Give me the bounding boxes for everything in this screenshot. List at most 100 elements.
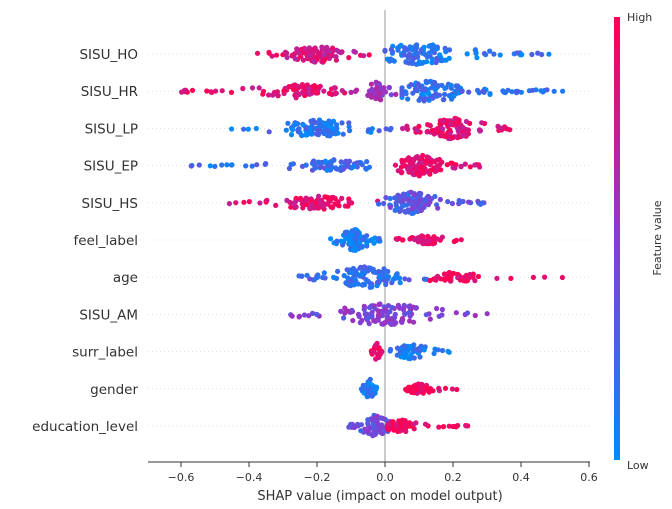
x-tick-label: 0.2	[444, 471, 462, 484]
shap-point	[314, 131, 320, 137]
shap-point	[357, 320, 363, 326]
feature-label: SISU_AM	[79, 307, 138, 323]
shap-point	[392, 162, 399, 168]
shap-point	[530, 274, 537, 280]
colorbar-high-label: High	[627, 11, 652, 24]
shap-point	[301, 90, 307, 96]
shap-point	[409, 169, 415, 175]
shap-point	[376, 235, 382, 242]
x-tick-label: 0.6	[580, 471, 598, 484]
shap-point	[509, 89, 515, 95]
shap-point	[212, 163, 218, 169]
x-tick-label: −0.6	[168, 471, 195, 484]
shap-point	[330, 126, 336, 132]
shap-point	[332, 201, 338, 207]
shap-point	[411, 319, 417, 325]
shap-point	[379, 271, 386, 278]
shap-point	[219, 88, 225, 94]
shap-point	[436, 156, 442, 163]
shap-point	[416, 97, 422, 103]
shap-point	[352, 276, 358, 282]
shap-point	[243, 163, 249, 169]
shap-point	[328, 86, 335, 92]
shap-point	[348, 421, 354, 427]
shap-point	[340, 131, 346, 137]
shap-point	[367, 284, 373, 290]
shap-point	[439, 58, 445, 64]
shap-point	[437, 196, 443, 203]
shap-point	[241, 126, 247, 132]
shap-point	[491, 51, 497, 57]
shap-point	[369, 236, 376, 242]
shap-point	[353, 268, 359, 274]
feature-label: education_level	[32, 419, 138, 435]
shap-point	[410, 384, 416, 390]
shap-point	[321, 270, 327, 276]
shap-point	[398, 194, 404, 200]
shap-point	[427, 385, 433, 392]
shap-point	[439, 312, 445, 318]
shap-point	[438, 167, 444, 173]
shap-point	[472, 47, 478, 53]
shap-point	[435, 347, 441, 353]
shap-point	[318, 164, 324, 170]
shap-point	[349, 307, 355, 313]
shap-point	[378, 415, 384, 421]
shap-point	[321, 88, 327, 94]
shap-point	[446, 423, 452, 429]
feature-label: SISU_HS	[82, 196, 138, 212]
shap-point	[508, 275, 514, 281]
shap-point	[417, 347, 423, 353]
shap-point	[274, 89, 280, 95]
shap-point	[391, 321, 397, 327]
shap-point	[542, 274, 548, 280]
x-tick-label: 0.4	[512, 471, 530, 484]
shap-point	[331, 274, 337, 280]
shap-point	[385, 303, 391, 309]
shap-point	[398, 420, 404, 426]
shap-point	[411, 421, 417, 427]
shap-point	[334, 238, 340, 244]
shap-point	[448, 82, 454, 88]
shap-point	[407, 44, 413, 50]
shap-point	[533, 87, 539, 93]
shap-point	[333, 57, 339, 63]
shap-point	[500, 88, 506, 94]
shap-point	[434, 236, 440, 242]
shap-point	[400, 125, 406, 132]
shap-point	[352, 88, 359, 94]
shap-point	[406, 60, 412, 66]
shap-point	[346, 120, 352, 126]
shap-point	[357, 265, 363, 271]
shap-point	[416, 123, 422, 129]
shap-point	[292, 121, 299, 127]
shap-point	[321, 51, 328, 58]
shap-point	[335, 268, 341, 274]
shap-point	[260, 91, 266, 97]
shap-point	[474, 55, 480, 61]
shap-point	[365, 420, 371, 426]
shap-point	[263, 161, 269, 167]
shap-point	[406, 53, 413, 59]
shap-point	[303, 126, 309, 132]
shap-point	[226, 201, 232, 207]
shap-point	[207, 163, 213, 169]
shap-point	[349, 228, 355, 234]
shap-point	[292, 199, 298, 205]
shap-point	[459, 88, 465, 94]
shap-point	[411, 55, 417, 62]
shap-point	[441, 276, 447, 282]
shap-point	[306, 48, 312, 54]
shap-point	[289, 127, 296, 133]
shap-point	[480, 88, 486, 94]
shap-point	[338, 50, 344, 56]
shap-point	[425, 234, 431, 240]
shap-point	[353, 234, 359, 240]
shap-point	[426, 91, 432, 97]
shap-point	[297, 54, 303, 60]
shap-point	[370, 349, 376, 356]
shap-point	[339, 88, 345, 94]
shap-point	[399, 169, 405, 175]
shap-point	[246, 199, 252, 205]
shap-point	[219, 162, 225, 168]
